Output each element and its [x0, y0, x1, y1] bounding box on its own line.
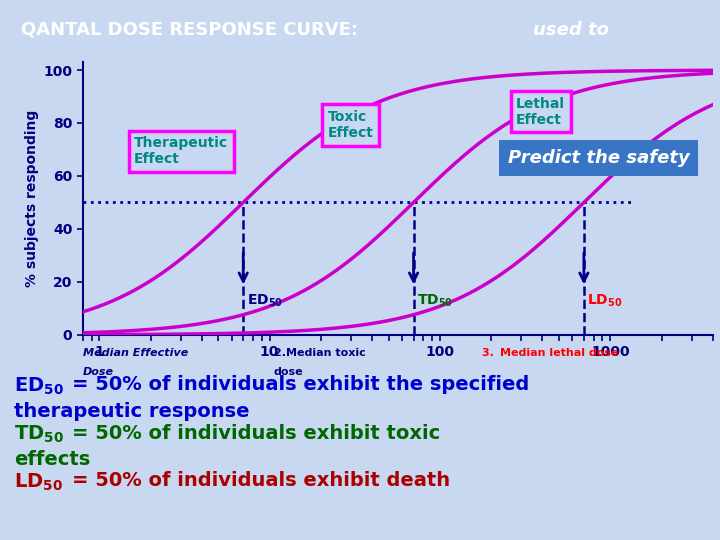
Text: 2.Median toxic: 2.Median toxic	[274, 348, 365, 359]
Text: Median Effective: Median Effective	[83, 348, 188, 359]
Text: = 50% of individuals exhibit the specified: = 50% of individuals exhibit the specifi…	[72, 375, 529, 394]
Text: Dose: Dose	[83, 367, 114, 377]
Text: used to: used to	[533, 21, 609, 39]
Text: dose: dose	[274, 367, 303, 377]
Text: Toxic
Effect: Toxic Effect	[328, 110, 374, 140]
Text: $\mathbf{ED_{50}}$: $\mathbf{ED_{50}}$	[14, 375, 64, 396]
Text: therapeutic response: therapeutic response	[14, 402, 250, 421]
Text: $\mathbf{LD_{50}}$: $\mathbf{LD_{50}}$	[588, 293, 623, 309]
Text: effects: effects	[14, 450, 91, 469]
Text: = 50% of individuals exhibit toxic: = 50% of individuals exhibit toxic	[72, 424, 440, 443]
Text: $\mathbf{TD_{50}}$: $\mathbf{TD_{50}}$	[14, 424, 64, 445]
Text: 3.: 3.	[482, 348, 498, 359]
Text: $\mathbf{LD_{50}}$: $\mathbf{LD_{50}}$	[14, 471, 63, 492]
Text: Therapeutic
Effect: Therapeutic Effect	[134, 136, 228, 166]
Text: Lethal
Effect: Lethal Effect	[516, 97, 565, 127]
Text: Median lethal dose: Median lethal dose	[500, 348, 619, 359]
Text: Predict the safety: Predict the safety	[508, 150, 690, 167]
Text: $\mathbf{ED_{50}}$: $\mathbf{ED_{50}}$	[247, 293, 283, 309]
Text: QANTAL DOSE RESPONSE CURVE:: QANTAL DOSE RESPONSE CURVE:	[22, 21, 371, 39]
Text: = 50% of individuals exhibit death: = 50% of individuals exhibit death	[72, 471, 450, 490]
Text: $\mathbf{TD_{50}}$: $\mathbf{TD_{50}}$	[417, 293, 454, 309]
Y-axis label: % subjects responding: % subjects responding	[25, 110, 39, 287]
